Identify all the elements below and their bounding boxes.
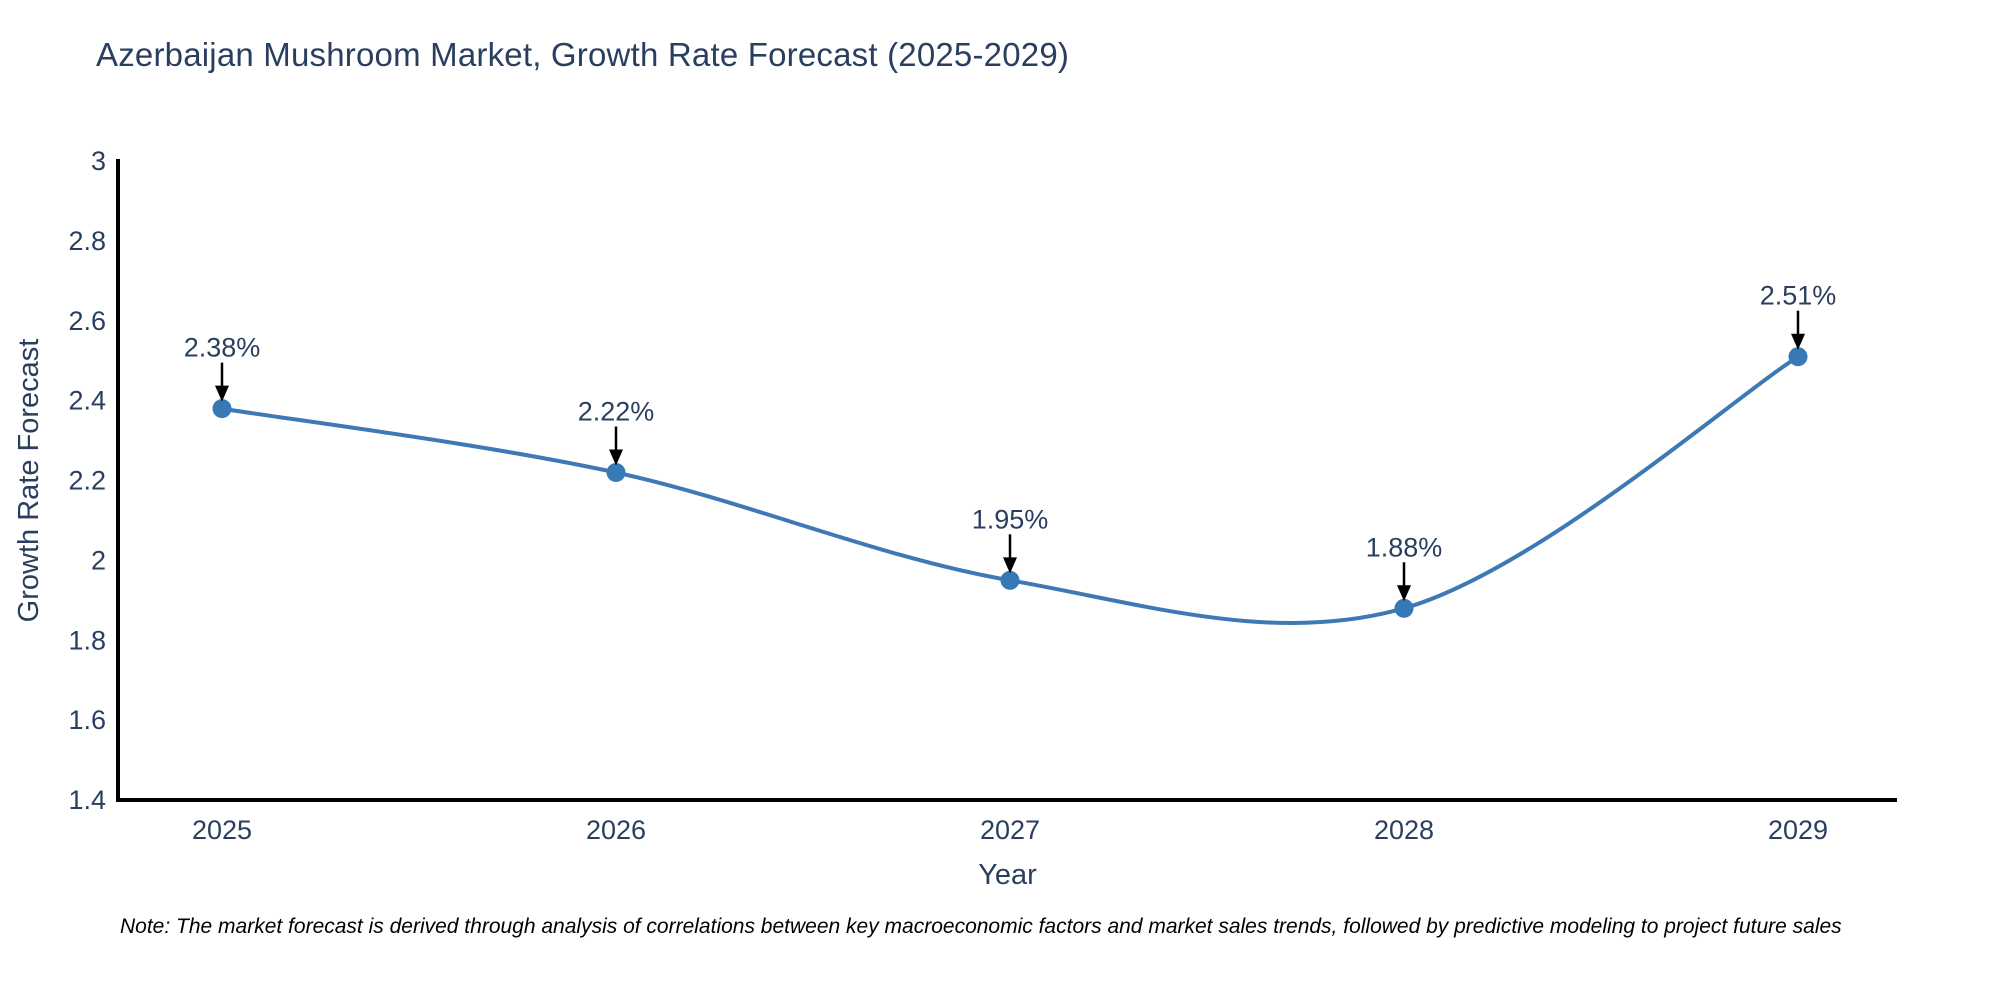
data-point-2027[interactable] <box>1000 570 1020 590</box>
y-tick-label-2.8: 2.8 <box>68 226 106 256</box>
annotation-arrowhead-2025 <box>215 385 229 402</box>
x-tick-label-2026: 2026 <box>586 815 646 845</box>
annotation-arrowhead-2028 <box>1397 585 1411 602</box>
chart-footnote: Note: The market forecast is derived thr… <box>120 915 1842 938</box>
annotation-arrowhead-2029 <box>1791 333 1805 350</box>
chart-title: Azerbaijan Mushroom Market, Growth Rate … <box>96 36 1070 73</box>
x-tick-label-2029: 2029 <box>1768 815 1828 845</box>
y-tick-label-1.4: 1.4 <box>68 785 106 815</box>
point-label-2025: 2.38% <box>184 333 261 363</box>
data-point-2026[interactable] <box>606 463 626 483</box>
y-axis-title: Growth Rate Forecast <box>13 339 45 623</box>
y-tick-label-3: 3 <box>91 146 106 176</box>
y-tick-label-2.4: 2.4 <box>68 386 106 416</box>
data-point-2028[interactable] <box>1394 598 1414 618</box>
point-label-2028: 1.88% <box>1366 532 1443 562</box>
y-tick-label-2: 2 <box>91 545 106 575</box>
x-axis-title: Year <box>978 859 1037 891</box>
annotation-arrowhead-2026 <box>609 449 623 466</box>
data-point-2029[interactable] <box>1788 347 1808 367</box>
y-tick-label-2.6: 2.6 <box>68 306 106 336</box>
y-tick-label-2.2: 2.2 <box>68 466 106 496</box>
y-tick-label-1.8: 1.8 <box>68 625 106 655</box>
y-tick-label-1.6: 1.6 <box>68 705 106 735</box>
point-label-2026: 2.22% <box>578 397 655 427</box>
x-tick-label-2027: 2027 <box>980 815 1040 845</box>
x-tick-label-2025: 2025 <box>192 815 252 845</box>
data-point-2025[interactable] <box>212 399 232 419</box>
annotation-arrowhead-2027 <box>1003 557 1017 574</box>
x-tick-label-2028: 2028 <box>1374 815 1434 845</box>
point-label-2029: 2.51% <box>1760 281 1837 311</box>
point-label-2027: 1.95% <box>972 504 1049 534</box>
